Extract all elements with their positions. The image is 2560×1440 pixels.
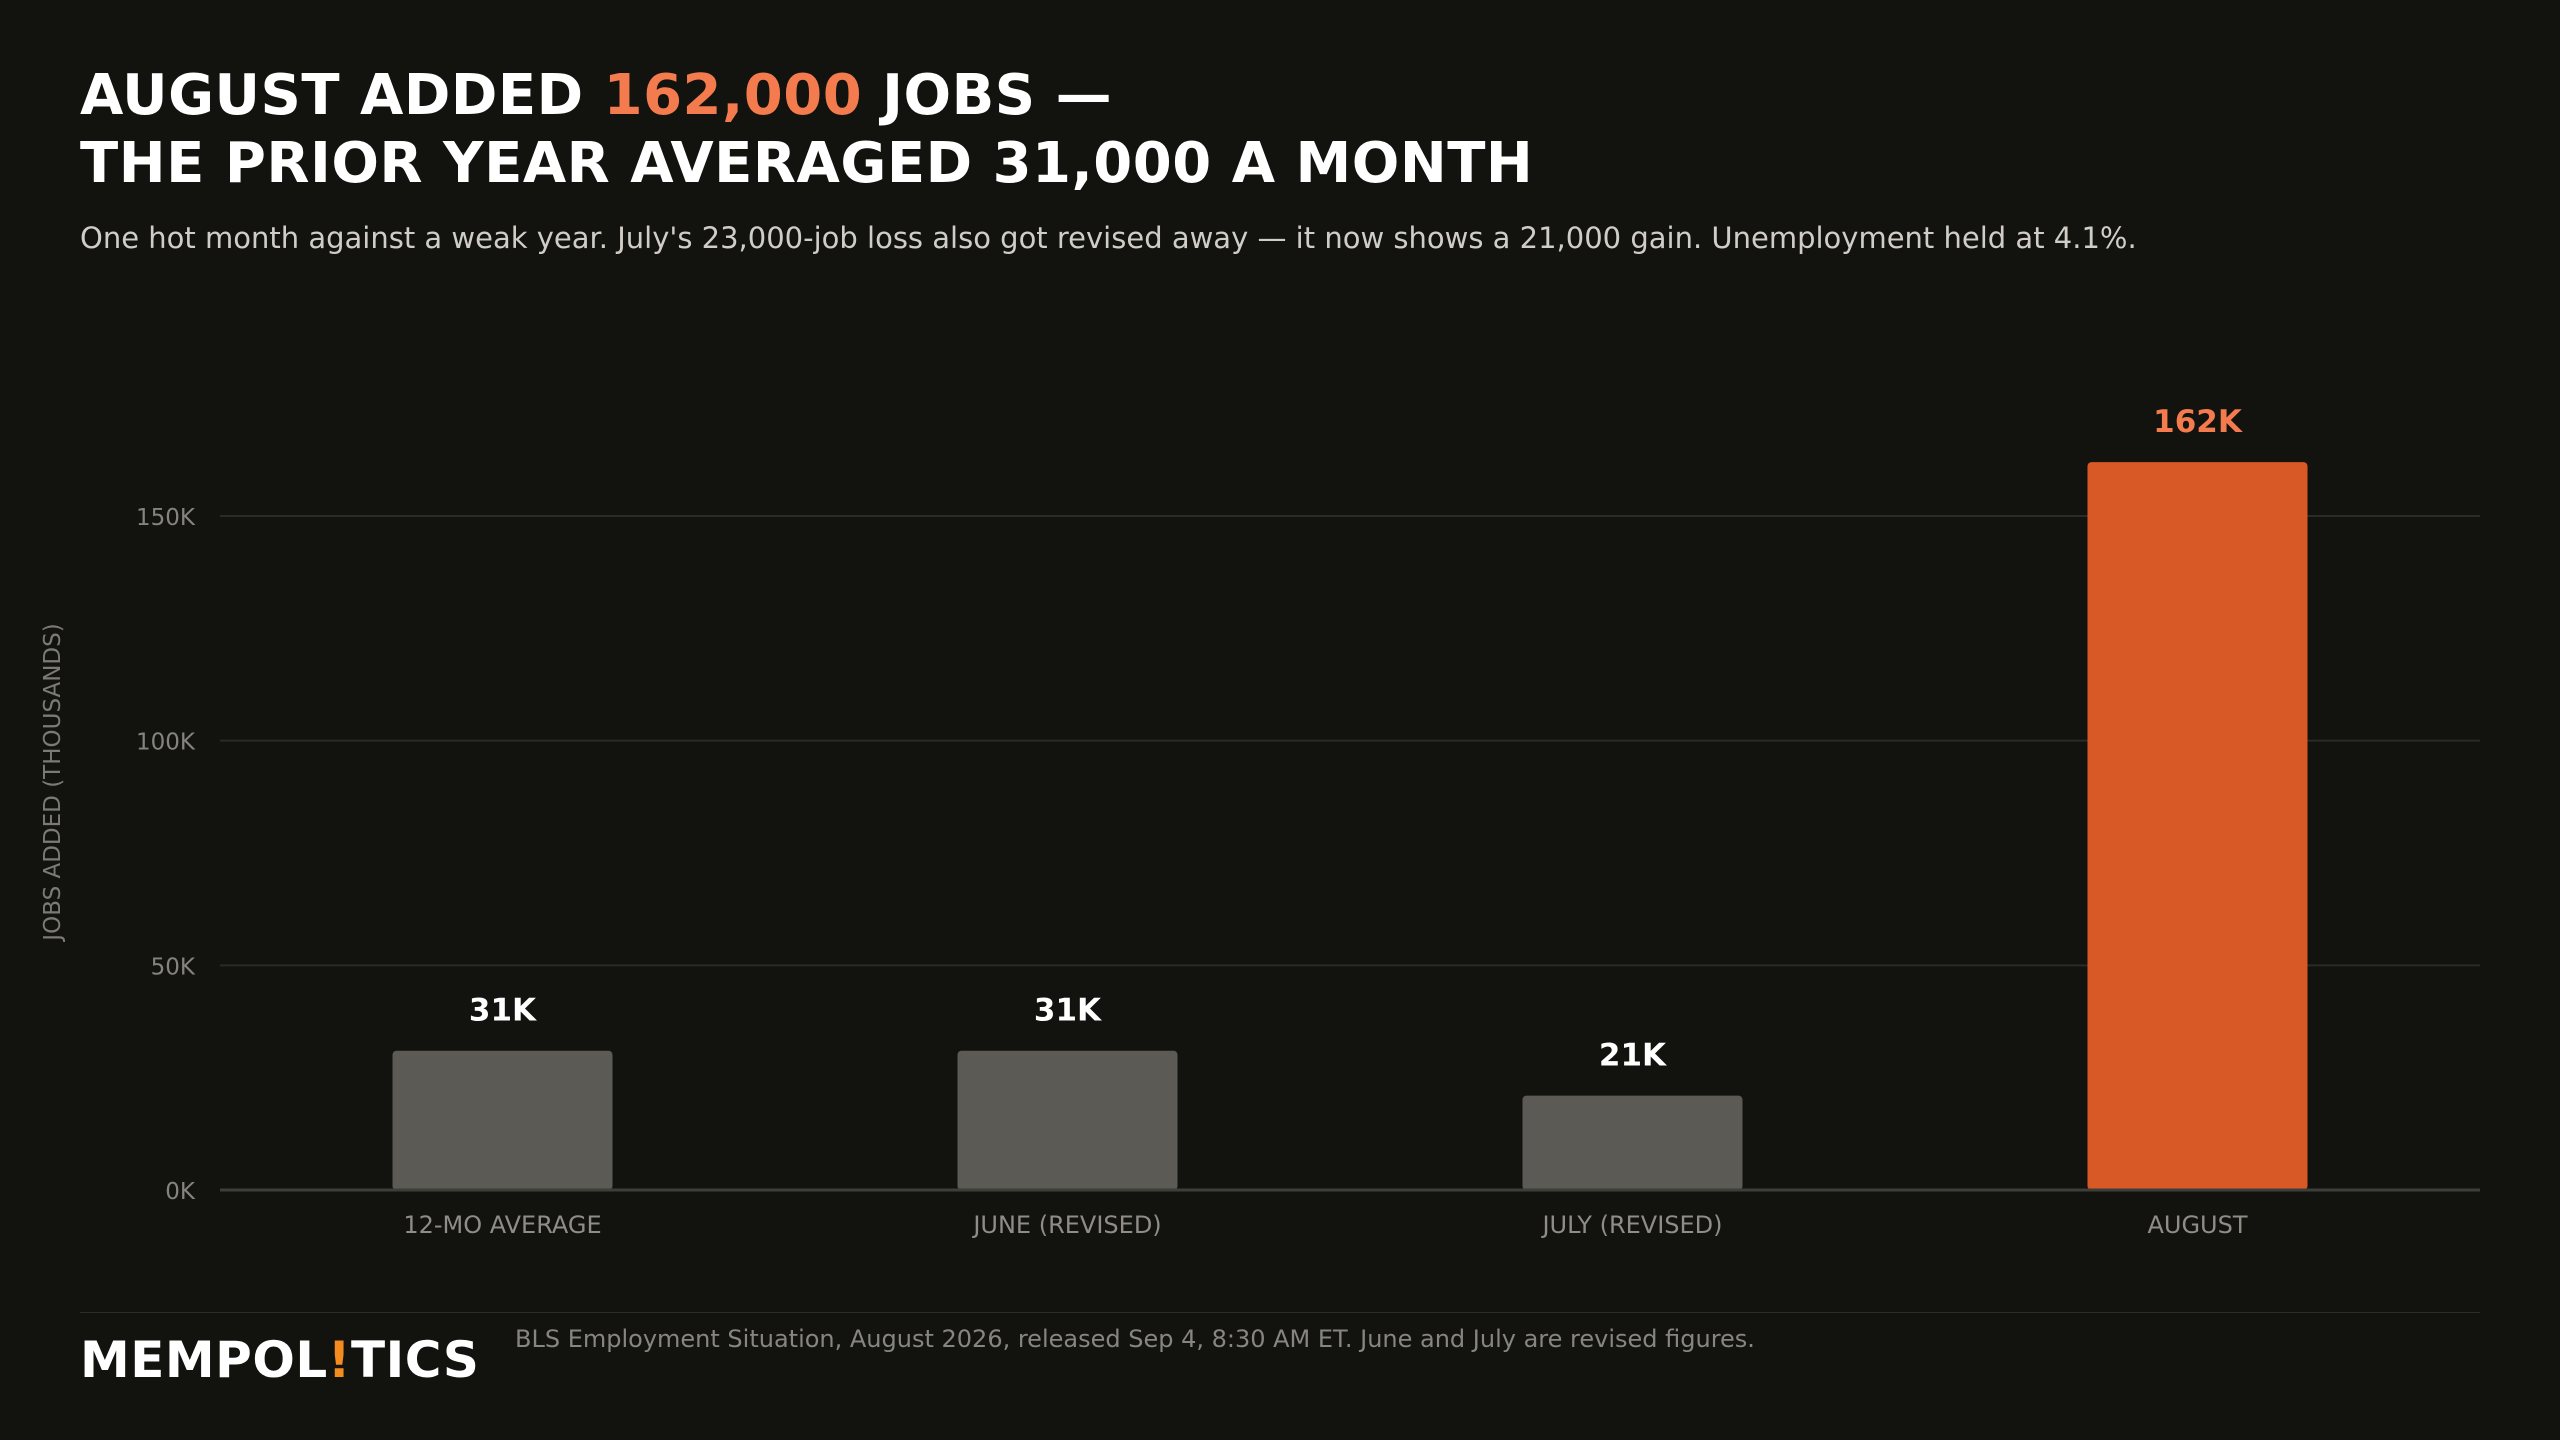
bar-value-label: 31K bbox=[1034, 993, 1102, 1029]
y-tick-label: 50K bbox=[151, 954, 196, 980]
y-tick-label: 100K bbox=[136, 730, 196, 756]
bar bbox=[2087, 462, 2308, 1191]
chart-title: AUGUST ADDED 162,000 JOBS — THE PRIOR YE… bbox=[80, 62, 1533, 198]
bar bbox=[1522, 1095, 1743, 1190]
title-line2: THE PRIOR YEAR AVERAGED 31,000 A MONTH bbox=[80, 131, 1534, 196]
y-axis-title: JOBS ADDED (THOUSANDS) bbox=[40, 623, 66, 942]
title-highlight-number: 162,000 bbox=[603, 63, 863, 128]
title-line1-prefix: AUGUST ADDED bbox=[80, 63, 604, 128]
bar-value-label: 162K bbox=[2153, 404, 2243, 440]
source-note: BLS Employment Situation, August 2026, r… bbox=[515, 1325, 1755, 1353]
x-tick-label: JULY (REVISED) bbox=[1540, 1211, 1722, 1239]
x-tick-label: JUNE (REVISED) bbox=[971, 1211, 1161, 1239]
footer-divider bbox=[80, 1312, 2480, 1313]
bar-value-label: 31K bbox=[469, 993, 537, 1029]
brand-logo: MEMPOL!TICS bbox=[80, 1330, 479, 1390]
y-tick-label: 0K bbox=[165, 1179, 196, 1205]
title-line1-suffix: JOBS — bbox=[862, 63, 1113, 128]
x-tick-label: AUGUST bbox=[2147, 1211, 2247, 1239]
logo-exclamation: ! bbox=[327, 1331, 351, 1389]
bar-chart: 0K 50K 100K 150K JOBS ADDED (THOUSANDS) 31K 12… bbox=[40, 404, 2480, 1239]
y-tick-label: 150K bbox=[136, 505, 196, 531]
bar bbox=[392, 1050, 613, 1190]
bar-value-label: 21K bbox=[1599, 1038, 1667, 1074]
logo-text-end: TICS bbox=[351, 1331, 480, 1389]
x-tick-label: 12-MO AVERAGE bbox=[403, 1211, 601, 1239]
bar bbox=[957, 1050, 1178, 1190]
chart-subtitle: One hot month against a weak year. July'… bbox=[80, 221, 2137, 255]
logo-text-start: MEMPOL bbox=[80, 1331, 328, 1389]
